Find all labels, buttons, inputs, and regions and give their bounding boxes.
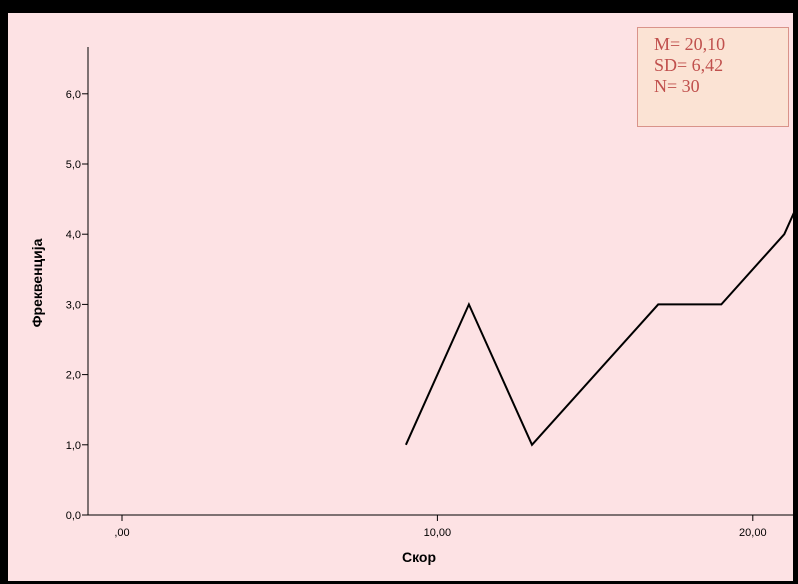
y-tick-label: 6,0 [66, 89, 81, 101]
y-axis-title: Фреквенција [29, 238, 45, 327]
x-tick-label: 10,00 [424, 527, 452, 539]
y-tick-label: 1,0 [66, 440, 81, 452]
n-stat: N= 30 [654, 76, 700, 96]
y-tick-label: 3,0 [66, 299, 81, 311]
y-tick-label: 2,0 [66, 370, 81, 382]
statistics-box: M= 20,10 SD= 6,42 N= 30 [637, 27, 789, 127]
y-tick-label: 4,0 [66, 229, 81, 241]
frequency-line-chart: 0,01,02,03,04,05,06,0,0010,0020,0030,004… [29, 47, 793, 565]
sd-stat: SD= 6,42 [654, 55, 724, 75]
frequency-series-line [404, 212, 793, 447]
x-tick-label: 20,00 [739, 527, 767, 539]
x-tick-label: ,00 [114, 527, 129, 539]
y-tick-label: 5,0 [66, 159, 81, 171]
mean-stat: M= 20,10 [654, 34, 726, 54]
y-tick-label: 0,0 [66, 510, 81, 522]
x-axis-title: Скор [402, 549, 436, 565]
